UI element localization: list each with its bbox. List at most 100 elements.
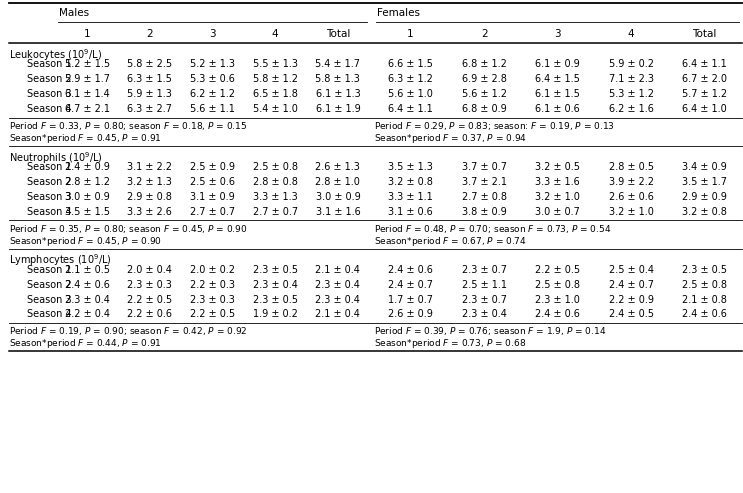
Text: 6.9 ± 2.8: 6.9 ± 2.8 — [461, 74, 507, 84]
Text: Period $F$ = 0.48, $P$ = 0.70; season $F$ = 0.73, $P$ = 0.54: Period $F$ = 0.48, $P$ = 0.70; season $F… — [374, 223, 611, 235]
Text: Females: Females — [377, 8, 421, 18]
Text: 2.5 ± 0.8: 2.5 ± 0.8 — [253, 162, 298, 172]
Text: 5.8 ± 1.2: 5.8 ± 1.2 — [253, 74, 298, 84]
Text: 2.4 ± 0.7: 2.4 ± 0.7 — [388, 280, 433, 290]
Text: 6.4 ± 1.1: 6.4 ± 1.1 — [388, 104, 433, 114]
Text: 2.2 ± 0.5: 2.2 ± 0.5 — [535, 265, 580, 275]
Text: 6.3 ± 1.2: 6.3 ± 1.2 — [388, 74, 433, 84]
Text: 2.8 ± 0.5: 2.8 ± 0.5 — [609, 162, 654, 172]
Text: Season*period $F$ = 0.44, $P$ = 0.91: Season*period $F$ = 0.44, $P$ = 0.91 — [9, 337, 162, 351]
Text: 3.3 ± 2.6: 3.3 ± 2.6 — [127, 207, 172, 216]
Text: 2.3 ± 0.4: 2.3 ± 0.4 — [461, 309, 507, 319]
Text: Period $F$ = 0.35, $P$ = 0.80; season $F$ = 0.45, $P$ = 0.90: Period $F$ = 0.35, $P$ = 0.80; season $F… — [9, 223, 247, 235]
Text: 6.2 ± 1.2: 6.2 ± 1.2 — [190, 89, 235, 99]
Text: 3.1 ± 0.9: 3.1 ± 0.9 — [190, 192, 235, 202]
Text: 5.2 ± 1.3: 5.2 ± 1.3 — [190, 60, 235, 70]
Text: 2.3 ± 0.3: 2.3 ± 0.3 — [127, 280, 172, 290]
Text: 3.9 ± 2.2: 3.9 ± 2.2 — [609, 177, 654, 187]
Text: 2.1 ± 0.8: 2.1 ± 0.8 — [682, 294, 727, 305]
Text: 3.2 ± 0.8: 3.2 ± 0.8 — [682, 207, 727, 216]
Text: 3.1 ± 0.6: 3.1 ± 0.6 — [388, 207, 433, 216]
Text: Period $F$ = 0.39, $P$ = 0.76; season $F$ = 1.9, $P$ = 0.14: Period $F$ = 0.39, $P$ = 0.76; season $F… — [374, 325, 606, 338]
Text: 6.1 ± 1.4: 6.1 ± 1.4 — [65, 89, 109, 99]
Text: 3.5 ± 1.7: 3.5 ± 1.7 — [682, 177, 727, 187]
Text: 2.3 ± 0.5: 2.3 ± 0.5 — [253, 265, 298, 275]
Text: Season*period $F$ = 0.45, $P$ = 0.90: Season*period $F$ = 0.45, $P$ = 0.90 — [9, 235, 162, 247]
Text: 2.8 ± 1.0: 2.8 ± 1.0 — [316, 177, 360, 187]
Text: 2.3 ± 0.5: 2.3 ± 0.5 — [682, 265, 727, 275]
Text: 6.3 ± 2.7: 6.3 ± 2.7 — [127, 104, 172, 114]
Text: 2: 2 — [481, 29, 487, 39]
Text: 6.4 ± 1.5: 6.4 ± 1.5 — [535, 74, 580, 84]
Text: 3.7 ± 2.1: 3.7 ± 2.1 — [461, 177, 507, 187]
Text: Period $F$ = 0.33, $P$ = 0.80; season $F$ = 0.18, $P$ = 0.15: Period $F$ = 0.33, $P$ = 0.80; season $F… — [9, 120, 247, 132]
Text: 2.3 ± 0.7: 2.3 ± 0.7 — [461, 265, 507, 275]
Text: 3.5 ± 1.5: 3.5 ± 1.5 — [65, 207, 109, 216]
Text: 2.1 ± 0.4: 2.1 ± 0.4 — [316, 265, 360, 275]
Text: 2.9 ± 0.8: 2.9 ± 0.8 — [127, 192, 172, 202]
Text: 5.6 ± 1.0: 5.6 ± 1.0 — [388, 89, 433, 99]
Text: 2.4 ± 0.9: 2.4 ± 0.9 — [65, 162, 109, 172]
Text: 3.0 ± 0.9: 3.0 ± 0.9 — [65, 192, 109, 202]
Text: Season 3: Season 3 — [27, 192, 72, 202]
Text: 2.5 ± 0.6: 2.5 ± 0.6 — [190, 177, 235, 187]
Text: 2.3 ± 0.4: 2.3 ± 0.4 — [316, 294, 360, 305]
Text: 3.2 ± 1.0: 3.2 ± 1.0 — [535, 192, 580, 202]
Text: 2.3 ± 0.3: 2.3 ± 0.3 — [190, 294, 235, 305]
Text: 2.4 ± 0.6: 2.4 ± 0.6 — [388, 265, 433, 275]
Text: 2.7 ± 0.7: 2.7 ± 0.7 — [253, 207, 298, 216]
Text: 2.3 ± 0.5: 2.3 ± 0.5 — [253, 294, 298, 305]
Text: 5.9 ± 0.2: 5.9 ± 0.2 — [609, 60, 654, 70]
Text: 3.4 ± 0.9: 3.4 ± 0.9 — [682, 162, 727, 172]
Text: 3.0 ± 0.7: 3.0 ± 0.7 — [535, 207, 580, 216]
Text: 2.5 ± 1.1: 2.5 ± 1.1 — [461, 280, 507, 290]
Text: 3.3 ± 1.6: 3.3 ± 1.6 — [535, 177, 580, 187]
Text: 5.5 ± 1.3: 5.5 ± 1.3 — [253, 60, 298, 70]
Text: 2.3 ± 0.7: 2.3 ± 0.7 — [461, 294, 507, 305]
Text: Total: Total — [692, 29, 717, 39]
Text: Season 4: Season 4 — [27, 309, 72, 319]
Text: 2.4 ± 0.7: 2.4 ± 0.7 — [609, 280, 654, 290]
Text: 3.3 ± 1.1: 3.3 ± 1.1 — [388, 192, 433, 202]
Text: 6.1 ± 0.6: 6.1 ± 0.6 — [535, 104, 580, 114]
Text: 1.7 ± 0.7: 1.7 ± 0.7 — [388, 294, 433, 305]
Text: 3.0 ± 0.9: 3.0 ± 0.9 — [316, 192, 360, 202]
Text: 3.8 ± 0.9: 3.8 ± 0.9 — [461, 207, 507, 216]
Text: 6.1 ± 1.3: 6.1 ± 1.3 — [316, 89, 360, 99]
Text: 2.8 ± 0.8: 2.8 ± 0.8 — [253, 177, 298, 187]
Text: Neutrophils (10$^9$/L): Neutrophils (10$^9$/L) — [9, 150, 103, 166]
Text: 2: 2 — [146, 29, 153, 39]
Text: 3.7 ± 0.7: 3.7 ± 0.7 — [461, 162, 507, 172]
Text: 2.1 ± 0.4: 2.1 ± 0.4 — [316, 309, 360, 319]
Text: 2.5 ± 0.8: 2.5 ± 0.8 — [535, 280, 580, 290]
Text: 2.9 ± 0.9: 2.9 ± 0.9 — [682, 192, 727, 202]
Text: 2.3 ± 1.0: 2.3 ± 1.0 — [535, 294, 580, 305]
Text: Season*period $F$ = 0.73, $P$ = 0.68: Season*period $F$ = 0.73, $P$ = 0.68 — [374, 337, 526, 351]
Text: 3.2 ± 0.5: 3.2 ± 0.5 — [535, 162, 580, 172]
Text: 6.7 ± 2.1: 6.7 ± 2.1 — [65, 104, 109, 114]
Text: 3.5 ± 1.3: 3.5 ± 1.3 — [388, 162, 433, 172]
Text: Season 2: Season 2 — [27, 74, 72, 84]
Text: Season*period $F$ = 0.45, $P$ = 0.91: Season*period $F$ = 0.45, $P$ = 0.91 — [9, 132, 162, 145]
Text: 3.2 ± 1.0: 3.2 ± 1.0 — [609, 207, 654, 216]
Text: 5.2 ± 1.5: 5.2 ± 1.5 — [65, 60, 110, 70]
Text: 2.7 ± 0.8: 2.7 ± 0.8 — [461, 192, 507, 202]
Text: 7.1 ± 2.3: 7.1 ± 2.3 — [609, 74, 654, 84]
Text: Season 1: Season 1 — [27, 60, 72, 70]
Text: 6.7 ± 2.0: 6.7 ± 2.0 — [682, 74, 727, 84]
Text: Males: Males — [59, 8, 90, 18]
Text: 2.2 ± 0.4: 2.2 ± 0.4 — [65, 309, 109, 319]
Text: 2.0 ± 0.2: 2.0 ± 0.2 — [190, 265, 235, 275]
Text: 2.5 ± 0.8: 2.5 ± 0.8 — [682, 280, 727, 290]
Text: Season 3: Season 3 — [27, 294, 72, 305]
Text: 2.3 ± 0.4: 2.3 ± 0.4 — [65, 294, 109, 305]
Text: 6.6 ± 1.5: 6.6 ± 1.5 — [388, 60, 433, 70]
Text: 2.4 ± 0.5: 2.4 ± 0.5 — [609, 309, 654, 319]
Text: 4: 4 — [272, 29, 279, 39]
Text: 2.2 ± 0.5: 2.2 ± 0.5 — [127, 294, 172, 305]
Text: Season 1: Season 1 — [27, 162, 72, 172]
Text: 6.4 ± 1.0: 6.4 ± 1.0 — [682, 104, 727, 114]
Text: 2.4 ± 0.6: 2.4 ± 0.6 — [65, 280, 109, 290]
Text: 2.6 ± 1.3: 2.6 ± 1.3 — [316, 162, 360, 172]
Text: Season 2: Season 2 — [27, 280, 72, 290]
